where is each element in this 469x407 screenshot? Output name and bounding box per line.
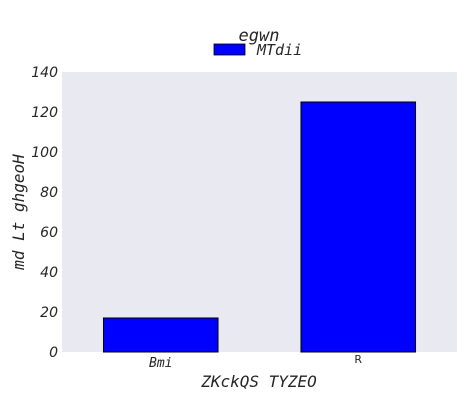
bar-r — [300, 101, 417, 353]
x-axis-ticks: Bmi R — [149, 353, 362, 371]
y-tick-label: 60 — [40, 225, 58, 241]
y-tick-label: 0 — [49, 345, 58, 361]
chart-title: egwn — [239, 26, 280, 46]
y-tick-label: 120 — [31, 105, 58, 121]
x-tick-label: Bmi — [149, 356, 172, 371]
y-tick-label: 40 — [40, 265, 58, 281]
x-tick-label: R — [354, 353, 362, 366]
y-tick-label: 80 — [40, 185, 58, 201]
bars-layer — [102, 101, 417, 353]
y-tick-label: 100 — [31, 145, 58, 161]
bar-bmi — [102, 317, 219, 353]
legend: MTdii — [213, 41, 302, 59]
y-tick-label: 20 — [40, 305, 58, 321]
y-axis-label: md Lt ghgeoH — [9, 154, 28, 271]
legend-swatch — [213, 43, 246, 56]
legend-label: MTdii — [256, 41, 302, 59]
y-axis-ticks: 0 20 40 60 80 100 120 140 — [31, 65, 58, 361]
y-tick-label: 140 — [31, 65, 58, 81]
x-axis-label: ZKckQS TYZEO — [200, 372, 317, 391]
